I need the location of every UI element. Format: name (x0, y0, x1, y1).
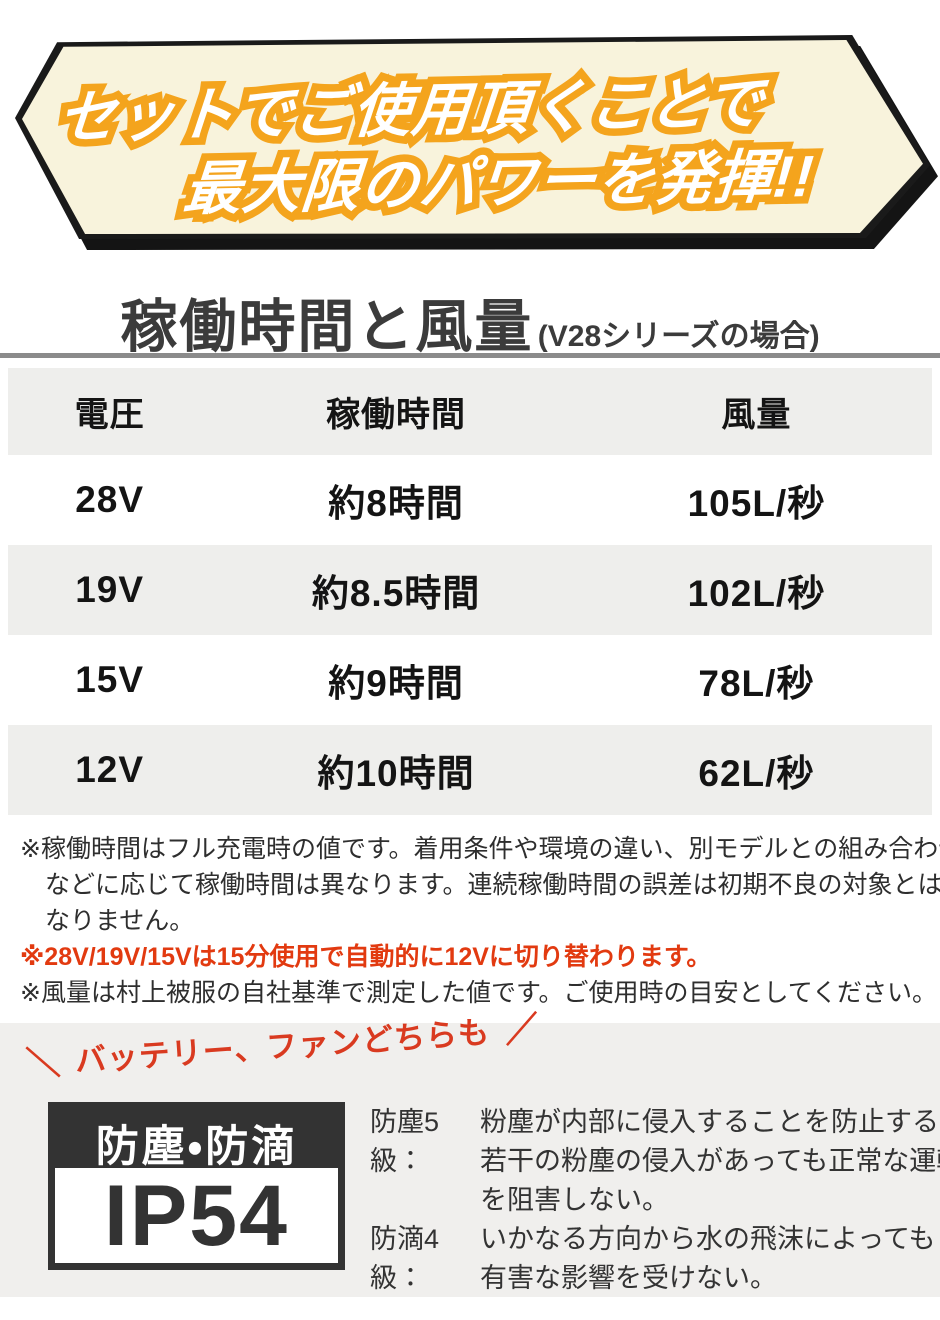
badge-rating-value: IP54 (104, 1167, 289, 1264)
heading-divider (0, 353, 940, 358)
badge-rating-box: IP54 (55, 1168, 338, 1263)
ip54-badge: 防塵・防滴 IP54 (48, 1102, 345, 1270)
cell-runtime: 約8.5時間 (311, 573, 481, 614)
ip-item-dustproof: 防塵5級： 粉塵が内部に侵入することを防止する。 若干の粉塵の侵入があっても正常… (370, 1103, 940, 1220)
note-runtime-line-2: などに応じて稼働時間は異なります。連続稼働時間の誤差は初期不良の対象とは (45, 871, 940, 899)
note-airflow-standard: ※風量は村上被服の自社基準で測定した値です。ご使用時の目安としてください。 (20, 979, 937, 1007)
cell-voltage: 12V (75, 749, 145, 790)
header-voltage: 電圧 (74, 396, 145, 434)
table-row: 15V 約9時間 78L/秒 (8, 635, 932, 725)
callout-text: バッテリー、ファンどちらも (73, 1014, 492, 1079)
callout-right-slash: ／ (503, 1010, 541, 1051)
note-auto-switch: ※28V/19V/15Vは15分使用で自動的に12Vに切り替わります。 (20, 943, 712, 971)
table-header-row: 電圧 稼働時間 風量 (8, 368, 932, 455)
section-heading: 稼働時間と風量 (V28シリーズの場合) (0, 281, 940, 363)
cell-runtime: 約10時間 (317, 753, 475, 794)
ip-description-line: いかなる方向から水の飛沫によっても (480, 1224, 936, 1254)
banner-frame (15, 35, 930, 239)
banner-line-2: 最大限のパワーを発揮!! 最大限のパワーを発揮!! (173, 129, 824, 229)
ip-description-line: を阻害しない。 (480, 1185, 669, 1215)
ip-rating-section: ＼ バッテリー、ファンどちらも ／ 防塵・防滴 IP54 防塵5級： 粉塵が内部… (0, 1010, 940, 1298)
cell-airflow: 78L/秒 (698, 663, 815, 704)
table-row: 28V 約8時間 105L/秒 (8, 455, 932, 545)
banner-text: セットでご使用頂くことで セットでご使用頂くことで 最大限のパワーを発揮!! 最… (13, 24, 932, 248)
ip-description-line: 若干の粉塵の侵入があっても正常な運転 (480, 1146, 940, 1176)
note-runtime-line-1: ※稼働時間はフル充電時の値です。着用条件や環境の違い、別モデルとの組み合わせ (20, 835, 940, 863)
cell-airflow: 102L/秒 (687, 573, 826, 614)
cell-voltage: 15V (75, 659, 145, 700)
cell-runtime: 約8時間 (328, 483, 464, 524)
ip-item-splashproof: 防滴4級： いかなる方向から水の飛沫によっても 有害な影響を受けない。 (370, 1220, 940, 1298)
ip-callout: ＼ バッテリー、ファンどちらも ／ (24, 1001, 540, 1086)
section-title-suffix: (V28シリーズの場合) (537, 320, 820, 353)
notes-block: ※稼働時間はフル充電時の値です。着用条件や環境の違い、別モデルとの組み合わせ な… (20, 831, 940, 1011)
spec-table: 電圧 稼働時間 風量 28V 約8時間 105L/秒 19V 約8.5時間 10… (8, 368, 932, 815)
badge-title: 防塵・防滴 (95, 1123, 298, 1171)
cell-voltage: 28V (75, 479, 145, 520)
cell-runtime: 約9時間 (328, 663, 464, 704)
ip-description-line: 有害な影響を受けない。 (480, 1263, 777, 1293)
note-runtime-line-3: なりません。 (45, 907, 195, 935)
banner-background (22, 39, 923, 234)
cell-voltage: 19V (75, 569, 145, 610)
header-runtime: 稼働時間 (326, 396, 467, 434)
cell-airflow: 105L/秒 (687, 483, 826, 524)
table-row: 12V 約10時間 62L/秒 (8, 725, 932, 815)
ip-description-lines: 粉塵が内部に侵入することを防止する。 若干の粉塵の侵入があっても正常な運転 を阻… (480, 1103, 940, 1220)
section-title: 稼働時間と風量 (120, 295, 534, 359)
callout-left-slash: ＼ (24, 1043, 62, 1084)
ip-description-lines: いかなる方向から水の飛沫によっても 有害な影響を受けない。 (480, 1220, 936, 1298)
ip-description-line: 粉塵が内部に侵入することを防止する。 (480, 1107, 940, 1137)
banner-line-2-text: 最大限のパワーを発揮!! (180, 143, 817, 223)
header-airflow: 風量 (721, 396, 792, 434)
set-power-banner: セットでご使用頂くことで セットでご使用頂くことで 最大限のパワーを発揮!! 最… (15, 34, 938, 250)
ip-descriptions: 防塵5級： 粉塵が内部に侵入することを防止する。 若干の粉塵の侵入があっても正常… (370, 1103, 940, 1298)
cell-airflow: 62L/秒 (698, 753, 815, 794)
ip-term: 防滴4級： (370, 1224, 440, 1293)
ip-term: 防塵5級： (370, 1107, 440, 1176)
table-row: 19V 約8.5時間 102L/秒 (8, 545, 932, 635)
